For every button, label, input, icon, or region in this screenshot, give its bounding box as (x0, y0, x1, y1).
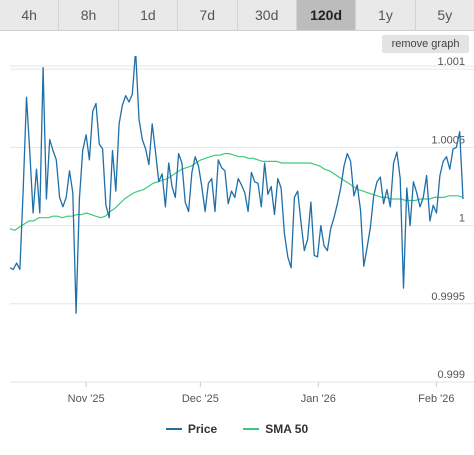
legend-swatch-sma-50 (243, 428, 260, 430)
tab-8h[interactable]: 8h (59, 0, 119, 30)
x-tick-label: Feb '26 (418, 393, 454, 405)
y-tick-label: 1.001 (437, 56, 465, 68)
tab-120d[interactable]: 120d (296, 0, 357, 30)
series-line-sma-50 (9, 152, 464, 231)
tab-1y[interactable]: 1y (356, 0, 416, 30)
series-line-price (9, 56, 464, 314)
tab-4h[interactable]: 4h (0, 0, 60, 30)
legend-item-price[interactable]: Price (165, 422, 218, 436)
legend-label-price: Price (187, 422, 218, 436)
time-range-tabs: 4h 8h 1d 7d 30d 120d 1y 5y (0, 0, 474, 31)
x-axis-tick-labels: Nov '25 Dec '25 Jan '26 Feb '26 (68, 382, 455, 405)
y-tick-label: 1 (459, 213, 465, 225)
tab-1d[interactable]: 1d (119, 0, 179, 30)
y-tick-label: 0.9995 (431, 291, 465, 303)
legend-label-sma-50: SMA 50 (265, 422, 309, 436)
series-lines (9, 56, 464, 314)
x-tick-label: Dec '25 (182, 393, 219, 405)
x-tick-label: Jan '26 (301, 393, 336, 405)
remove-graph-button[interactable]: remove graph (382, 35, 469, 53)
tab-7d[interactable]: 7d (178, 0, 238, 30)
x-tick-label: Nov '25 (68, 393, 105, 405)
legend-swatch-price (165, 428, 182, 430)
grid-lines (10, 65, 474, 383)
y-tick-label: 0.999 (437, 369, 465, 381)
tab-5y[interactable]: 5y (437, 7, 453, 23)
tab-30d[interactable]: 30d (238, 0, 297, 30)
legend-item-sma-50[interactable]: SMA 50 (243, 422, 308, 436)
chart-legend: Price SMA 50 (0, 418, 474, 440)
